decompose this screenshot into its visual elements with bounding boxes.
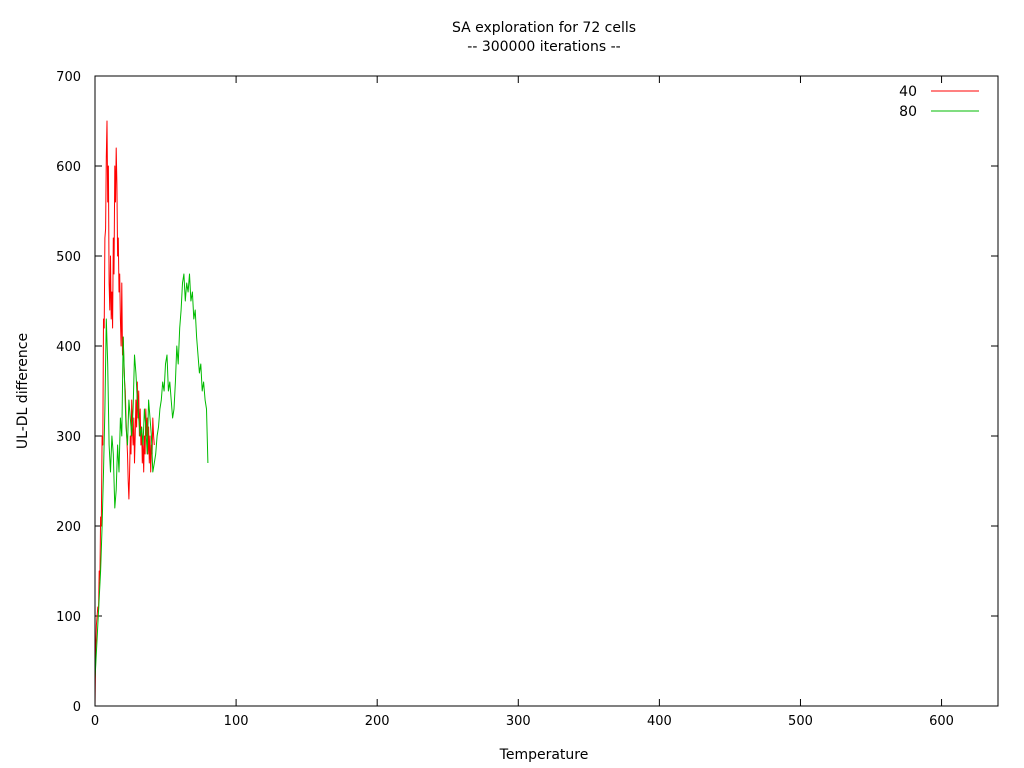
x-tick-label: 400: [647, 714, 672, 729]
series-lines: [94, 120, 209, 707]
y-tick-label: 700: [56, 70, 81, 85]
y-tick-label: 400: [56, 340, 81, 355]
x-tick-label: 300: [506, 714, 531, 729]
x-tick-label: 0: [91, 714, 99, 729]
y-tick-label: 300: [56, 430, 81, 445]
series-line-40: [94, 120, 155, 707]
y-tick-label: 600: [56, 160, 81, 175]
x-tick-label: 100: [224, 714, 249, 729]
axis-tick-labels: 0 100 200 300 400 500 600 0 100 200 300 400 500 600 70…: [56, 70, 954, 729]
axis-ticks: [94, 75, 998, 707]
y-tick-label: 100: [56, 610, 81, 625]
legend-label-40: 40: [899, 84, 917, 100]
chart-title: SA exploration for 72 cells: [452, 20, 636, 36]
series-line-80: [94, 273, 209, 680]
y-tick-label: 500: [56, 250, 81, 265]
plot-frame: [94, 75, 999, 707]
x-tick-label: 600: [929, 714, 954, 729]
y-axis-label: UL-DL difference: [15, 333, 31, 449]
x-axis-label: Temperature: [499, 747, 589, 763]
legend-label-80: 80: [899, 104, 917, 120]
y-tick-label: 0: [73, 700, 81, 715]
chart-subtitle: -- 300000 iterations --: [467, 39, 620, 55]
x-tick-label: 500: [788, 714, 813, 729]
x-tick-label: 200: [365, 714, 390, 729]
y-tick-label: 200: [56, 520, 81, 535]
